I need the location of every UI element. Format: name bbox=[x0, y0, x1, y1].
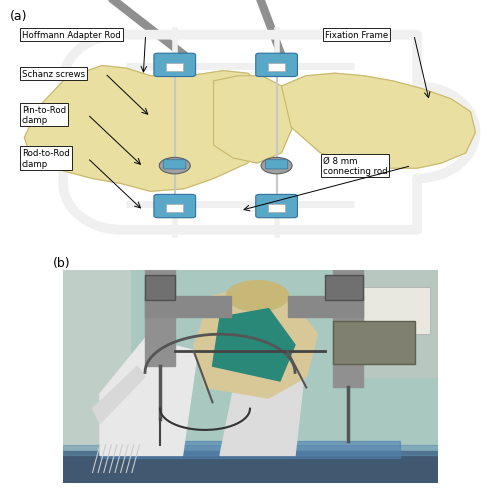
Polygon shape bbox=[100, 339, 198, 455]
FancyBboxPatch shape bbox=[166, 64, 184, 72]
Polygon shape bbox=[145, 296, 231, 318]
Text: Schanz screws: Schanz screws bbox=[22, 70, 85, 79]
FancyBboxPatch shape bbox=[268, 205, 285, 213]
FancyBboxPatch shape bbox=[362, 288, 430, 335]
Text: Ø 8 mm
connecting rod: Ø 8 mm connecting rod bbox=[322, 157, 388, 176]
Circle shape bbox=[261, 158, 292, 175]
FancyBboxPatch shape bbox=[332, 322, 415, 364]
Text: (a): (a) bbox=[10, 10, 28, 23]
Text: (b): (b) bbox=[52, 256, 70, 269]
FancyBboxPatch shape bbox=[164, 161, 186, 170]
FancyBboxPatch shape bbox=[256, 195, 298, 218]
Polygon shape bbox=[332, 271, 438, 377]
Text: Rod-to-Rod
clamp: Rod-to-Rod clamp bbox=[22, 149, 70, 168]
Polygon shape bbox=[220, 345, 306, 455]
FancyBboxPatch shape bbox=[256, 54, 298, 78]
FancyBboxPatch shape bbox=[266, 161, 288, 170]
Text: Pin-to-Rod
clamp: Pin-to-Rod clamp bbox=[22, 105, 66, 125]
Polygon shape bbox=[332, 271, 362, 387]
Polygon shape bbox=[24, 66, 281, 192]
Polygon shape bbox=[282, 74, 476, 169]
Polygon shape bbox=[100, 441, 400, 458]
Polygon shape bbox=[194, 288, 318, 398]
Polygon shape bbox=[145, 271, 175, 366]
Polygon shape bbox=[288, 296, 362, 318]
FancyBboxPatch shape bbox=[325, 275, 362, 301]
Polygon shape bbox=[212, 309, 295, 381]
FancyBboxPatch shape bbox=[268, 64, 285, 72]
FancyBboxPatch shape bbox=[154, 54, 196, 78]
Polygon shape bbox=[62, 445, 438, 455]
Polygon shape bbox=[62, 271, 130, 483]
FancyBboxPatch shape bbox=[145, 275, 175, 301]
Polygon shape bbox=[92, 366, 145, 424]
Polygon shape bbox=[62, 451, 438, 483]
Text: Fixation Frame: Fixation Frame bbox=[325, 31, 388, 40]
Ellipse shape bbox=[226, 281, 290, 312]
Circle shape bbox=[159, 158, 190, 175]
FancyBboxPatch shape bbox=[154, 195, 196, 218]
FancyBboxPatch shape bbox=[166, 205, 184, 213]
Polygon shape bbox=[214, 77, 296, 164]
Text: Hoffmann Adapter Rod: Hoffmann Adapter Rod bbox=[22, 31, 120, 40]
Polygon shape bbox=[62, 271, 438, 483]
